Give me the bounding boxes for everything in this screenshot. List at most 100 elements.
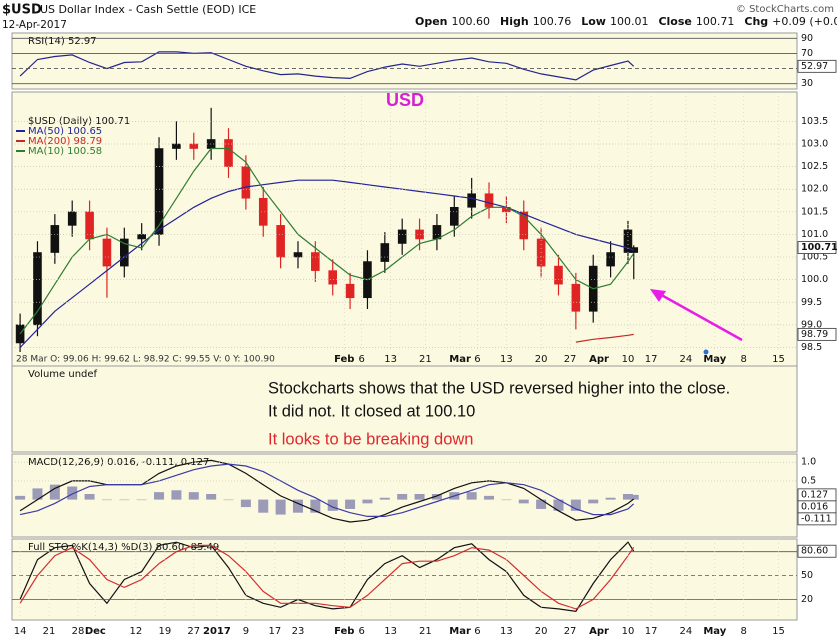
quote-label: High (500, 15, 529, 28)
histogram-bar (379, 497, 390, 500)
candle-body (258, 197, 268, 226)
arrow-head (650, 289, 666, 302)
histogram-bar (171, 490, 182, 500)
arrow (655, 290, 743, 342)
x-tick-label: 14 (14, 626, 27, 637)
y-tick-label: 70 (801, 48, 813, 59)
x-tick-label: 21 (419, 626, 432, 637)
histogram-bar (484, 495, 495, 500)
histogram-bar (49, 484, 60, 500)
histogram-bar (570, 499, 581, 511)
legend-label: MA(50) 100.65 (28, 126, 102, 137)
value-box-label: 52.97 (801, 61, 828, 72)
histogram-bar (84, 494, 95, 500)
histogram-bar (15, 495, 26, 500)
x-tick-label: 15 (772, 354, 785, 365)
x-tick-label: 2017 (203, 626, 231, 637)
y-tick-label: 1.0 (801, 457, 816, 468)
x-tick-label: 10 (622, 626, 635, 637)
candle-body (571, 283, 581, 312)
panels: RSI(14) 52.97 30 50 70 90 52.97 $USD (Daily) 1… (11, 32, 837, 637)
x-tick-label: Dec (85, 626, 106, 637)
candle-body (606, 252, 615, 267)
candle-body (311, 252, 320, 271)
histogram-bar (536, 499, 547, 509)
x-tick-label: 13 (500, 626, 513, 637)
date: 12-Apr-2017 (2, 19, 67, 31)
y-tick-label: 100.5 (801, 252, 828, 263)
y-tick-label: 101.0 (801, 229, 828, 240)
panel-title: Full STO %K(14,3) %D(3) 80.60, 85.49 (28, 542, 219, 553)
y-tick-label: 100.0 (801, 274, 828, 285)
histogram-bar (67, 486, 78, 500)
y-tick-label: 99.5 (801, 297, 822, 308)
x-tick-label: Apr (589, 626, 609, 637)
histogram-bar (327, 499, 338, 511)
y-tick-label: 101.5 (801, 206, 828, 217)
x-tick-label: 27 (564, 354, 577, 365)
x-tick-label: 10 (622, 354, 635, 365)
value-box (797, 544, 837, 558)
x-tick-label: 27 (187, 626, 200, 637)
x-tick-label: 17 (645, 354, 658, 365)
x-tick-label: 24 (679, 626, 692, 637)
legend-label: MA(200) 98.79 (28, 136, 102, 147)
quote-label: Close (658, 15, 691, 28)
y-tick-label: 103.0 (801, 139, 828, 150)
histogram-bar (292, 499, 303, 513)
quote-value: +0.09 (+0.09%) (772, 15, 837, 28)
x-tick-label: 17 (268, 626, 281, 637)
candle-body (467, 193, 476, 208)
histogram-bar (414, 494, 425, 500)
x-tick-label: May (703, 626, 726, 637)
panel-title: $USD (Daily) 100.71 (28, 116, 130, 127)
x-tick-label: Apr (589, 354, 609, 365)
dot (703, 349, 709, 355)
x-tick-label: 13 (384, 626, 397, 637)
legend-label: MA(10) 100.58 (28, 146, 102, 157)
instrument-name: US Dollar Index - Cash Settle (EOD) ICE (40, 3, 256, 16)
panel-title: Volume undef (28, 369, 98, 380)
x-tick-label: 9 (243, 626, 249, 637)
y-tick-label: 50 (801, 570, 813, 581)
value-box-label: 98.79 (801, 329, 828, 340)
chart-label: USD (386, 90, 424, 110)
x-tick-label: 8 (741, 626, 747, 637)
x-tick-label: Feb (334, 626, 354, 637)
histogram-bar (258, 499, 269, 513)
y-tick-label: 102.5 (801, 161, 828, 172)
annotation: It did not. It closed at 100.10 (268, 402, 475, 420)
x-tick-label: 6 (358, 354, 364, 365)
x-tick-label: 20 (535, 354, 548, 365)
quote-label: Open (415, 15, 448, 28)
series-line (575, 333, 634, 343)
quote-label: Chg (744, 15, 768, 28)
symbol: $USD (2, 3, 42, 18)
y-tick-label: 90 (801, 33, 813, 44)
candle-body (345, 283, 355, 299)
histogram-bar (466, 492, 477, 500)
histogram-bar (431, 494, 442, 500)
histogram-bar (154, 492, 165, 500)
histogram-bar (605, 497, 616, 500)
candle-body (415, 229, 424, 240)
value-box (797, 241, 837, 254)
panel-title: RSI(14) 52.97 (28, 36, 97, 47)
histogram-bar (622, 494, 633, 500)
quote: Open 100.60 High 100.76 Low 100.01 Close 100.71… (415, 15, 837, 28)
candle-body (172, 143, 181, 149)
x-tick-label: Mar (449, 354, 471, 365)
y-tick-label: 0.5 (801, 475, 816, 486)
candle-body (519, 211, 529, 240)
x-tick-label: 27 (564, 626, 577, 637)
candle-body (449, 207, 459, 226)
histogram-bar (240, 499, 251, 508)
x-tick-label: 21 (419, 354, 432, 365)
candle-body (50, 225, 60, 253)
candle-body (137, 234, 146, 240)
histogram-bar (588, 499, 599, 504)
x-tick-label: 28 (72, 626, 85, 637)
y-tick-label: 102.0 (801, 184, 828, 195)
candle-body (224, 139, 233, 167)
x-tick-label: 6 (358, 626, 364, 637)
